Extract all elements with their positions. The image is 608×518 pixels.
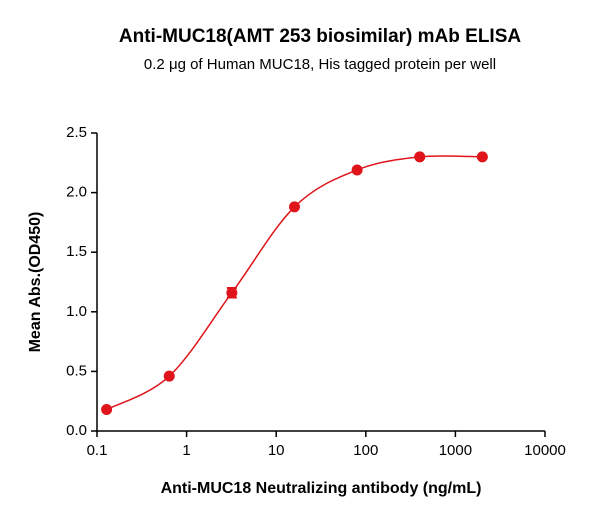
x-tick-label: 10000 (524, 442, 566, 459)
y-tick-label: 2.0 (66, 184, 87, 201)
data-point (476, 151, 488, 163)
chart-title: Anti-MUC18(AMT 253 biosimilar) mAb ELISA (119, 26, 521, 47)
x-axis-label: Anti-MUC18 Neutralizing antibody (ng/mL) (161, 480, 482, 497)
data-point (226, 287, 238, 299)
x-tick-label: 100 (353, 442, 378, 459)
y-axis-label: Mean Abs.(OD450) (27, 212, 44, 353)
y-tick-label: 0.5 (66, 362, 87, 379)
x-tick-label: 10 (268, 442, 285, 459)
x-tick-label: 1000 (439, 442, 472, 459)
y-tick-label: 1.0 (66, 303, 87, 320)
data-point (163, 370, 175, 382)
x-tick-label: 0.1 (87, 442, 108, 459)
data-point (288, 201, 300, 213)
x-tick-label: 1 (182, 442, 190, 459)
fit-line (106, 155, 483, 411)
data-point (101, 404, 113, 416)
data-point (351, 164, 363, 176)
y-tick-label: 0.0 (66, 422, 87, 439)
chart-subtitle: 0.2 μg of Human MUC18, His tagged protei… (144, 56, 496, 73)
y-tick-label: 1.5 (66, 243, 87, 260)
y-tick-label: 2.5 (66, 124, 87, 141)
data-point (414, 151, 426, 163)
